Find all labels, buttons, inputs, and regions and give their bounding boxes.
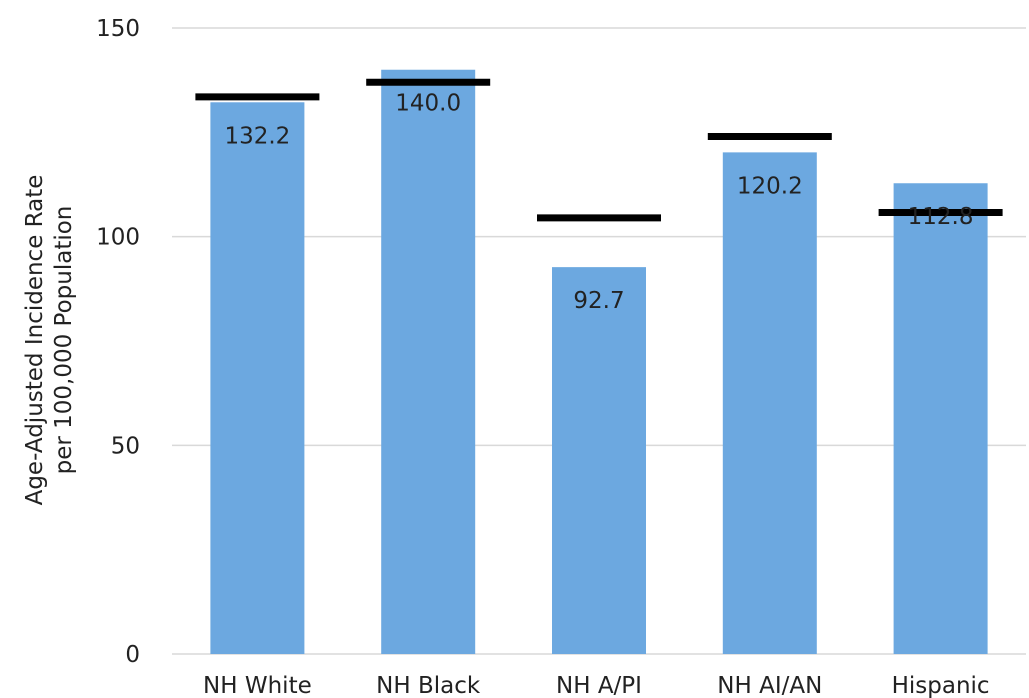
y-tick-label-100: 100 (96, 225, 140, 251)
data-label-2: 92.7 (573, 288, 624, 314)
x-category-label-4: Hispanic (892, 673, 990, 698)
y-tick-label-0: 0 (125, 642, 140, 668)
y-tick-label-150: 150 (96, 16, 140, 42)
y-axis-title-line1: Age-Adjusted Incidence Rate (22, 175, 48, 506)
y-tick-label-50: 50 (111, 433, 140, 459)
data-label-1: 140.0 (395, 91, 461, 117)
reference-lines (195, 78, 1003, 222)
x-category-label-2: NH A/PI (556, 673, 642, 698)
x-category-label-3: NH AI/AN (717, 673, 822, 698)
y-axis-ticks: 0 50 100 150 (96, 16, 140, 668)
data-label-4: 112.8 (908, 204, 974, 230)
bar-2 (552, 267, 646, 654)
bars (210, 69, 988, 655)
bar-4 (893, 183, 988, 655)
y-axis-title-line2: per 100,000 Population (51, 206, 77, 475)
bar-3 (722, 152, 817, 654)
data-label-3: 120.2 (737, 173, 803, 199)
x-axis-categories: NH White NH Black NH A/PI NH AI/AN Hispanic (203, 673, 990, 698)
data-labels: 132.2 140.0 92.7 120.2 112.8 (224, 91, 973, 314)
data-label-0: 132.2 (224, 123, 290, 149)
x-category-label-0: NH White (203, 673, 312, 698)
x-category-label-1: NH Black (376, 673, 481, 698)
bar-1 (381, 69, 476, 654)
bar-0 (210, 102, 305, 654)
